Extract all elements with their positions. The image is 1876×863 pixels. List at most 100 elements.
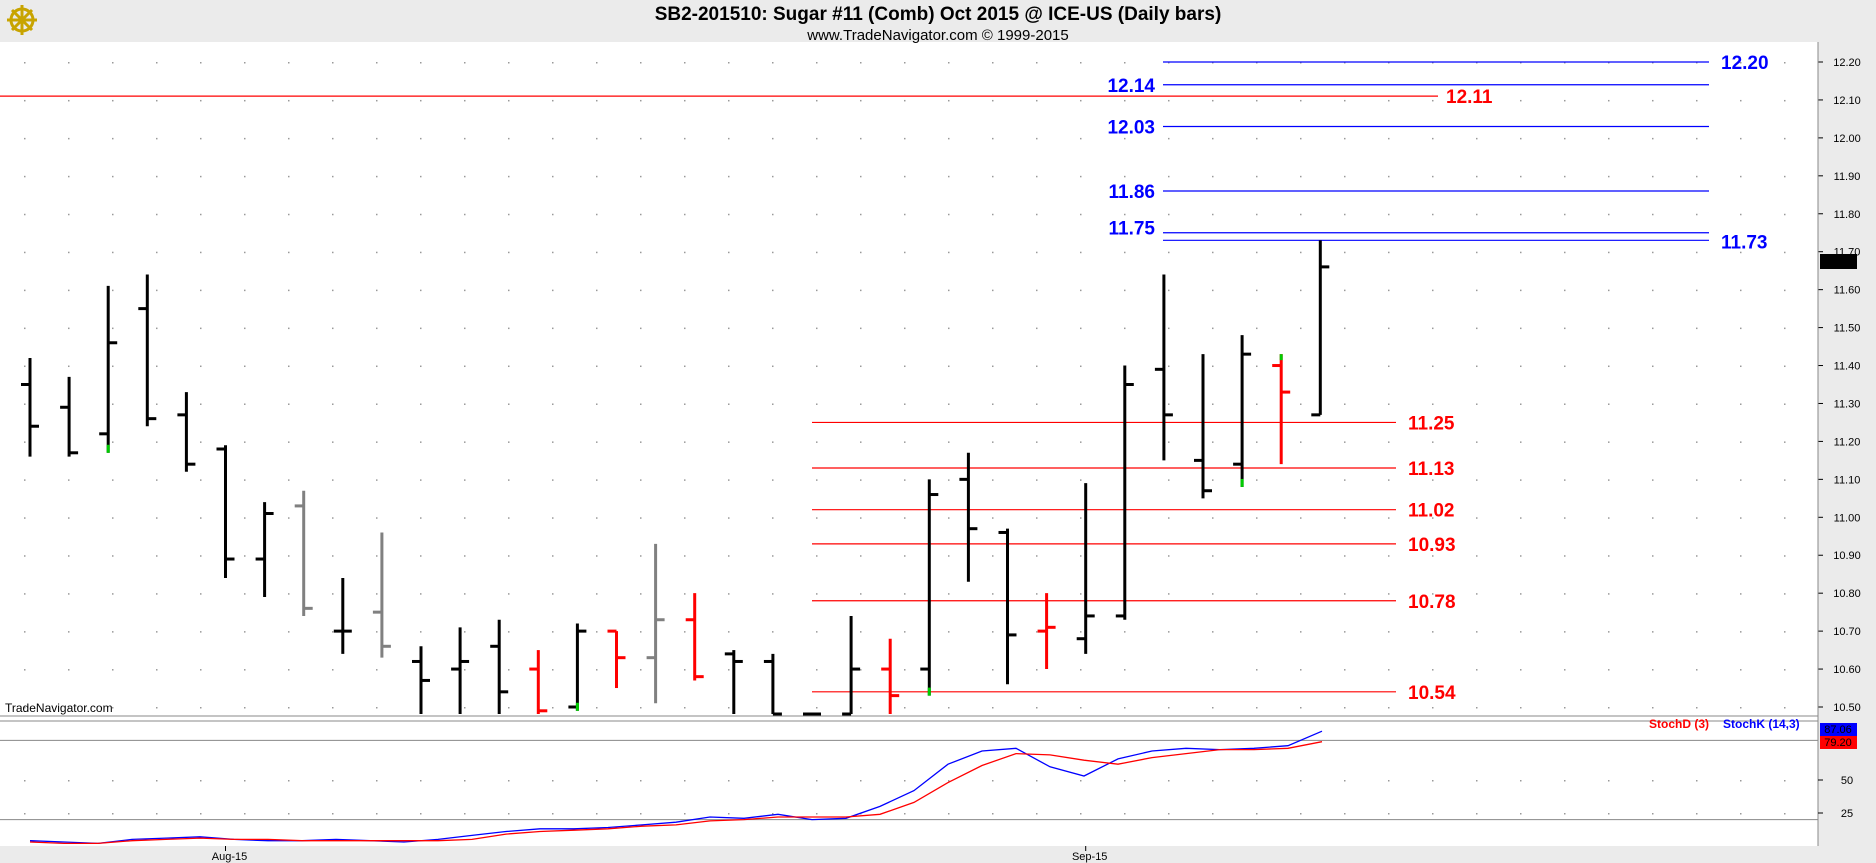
grid-dot [332,137,334,140]
grid-dot [1696,593,1698,595]
grid-dot [156,289,158,292]
grid-dot [1432,289,1434,292]
grid-dot [816,327,818,330]
ohlc-bar [646,543,665,704]
grid-dot [1168,813,1170,815]
grid-dot [24,707,26,709]
grid-dot [288,175,290,178]
grid-dot [1256,213,1258,216]
grid-dot [1564,251,1566,254]
grid-dot [552,593,554,595]
grid-dot [596,441,598,443]
grid-dot [1432,813,1434,815]
grid-dot [1608,99,1610,102]
grid-dot [1608,289,1610,292]
grid-dot [1256,813,1258,815]
grid-dot [156,631,158,633]
grid-dot [1388,707,1390,709]
grid-dot [420,251,422,254]
grid-dot [244,62,246,64]
grid-dot [332,403,334,405]
grid-dot [1256,669,1258,671]
grid-dot [1520,289,1522,292]
grid-dot [640,62,642,64]
grid-dot [1564,441,1566,443]
grid-dot [1740,403,1742,405]
grid-dot [508,251,510,254]
grid-dot [860,441,862,443]
y-tick-label: 11.80 [1834,209,1861,221]
grid-dot [728,251,730,254]
grid-dot [772,517,774,519]
grid-dot [1784,213,1786,216]
grid-dot [596,780,598,782]
grid-dot [1388,479,1390,481]
grid-dot [200,707,202,709]
grid-dot [244,403,246,405]
grid-dot [1080,441,1082,443]
grid-dot [772,403,774,405]
grid-dot [24,780,26,782]
grid-dot [1520,137,1522,140]
grid-dot [1212,517,1214,519]
grid-dot [992,517,994,519]
grid-dot [68,99,70,102]
grid-dot [904,593,906,595]
grid-dot [1564,175,1566,178]
grid-dot [1784,327,1786,330]
grid-dot [1652,327,1654,330]
grid-dot [992,441,994,443]
grid-dot [772,99,774,102]
grid-dot [596,175,598,178]
grid-dot [288,213,290,216]
grid-dot [1696,137,1698,140]
grid-dot [464,99,466,102]
grid-dot [156,813,158,815]
grid-dot [376,631,378,633]
grid-dot [112,479,114,481]
grid-dot [904,555,906,557]
grid-dot [464,780,466,782]
grid-dot [1520,403,1522,405]
stochastic-lines [29,730,1323,845]
ohlc-bar [881,638,900,714]
grid-dot [1564,213,1566,216]
grid-dot [728,175,730,178]
grid-dot [200,99,202,102]
grid-dot [552,555,554,557]
grid-dot [728,403,730,405]
grid-dot [288,137,290,140]
grid-dot [640,137,642,140]
grid-dot [376,365,378,368]
grid-dot [860,479,862,481]
grid-dot [68,289,70,292]
grid-dot [1432,327,1434,330]
grid-dot [1520,780,1522,782]
ohlc-bar [1154,274,1173,461]
grid-dot [24,403,26,405]
ohlc-bar [1115,365,1134,620]
grid-dot [420,593,422,595]
grid-dot [288,555,290,557]
stoch-d-badge: 79.20 [1820,736,1857,749]
grid-dot [948,441,950,443]
grid-dot [1168,403,1170,405]
grid-dot [948,289,950,292]
grid-dot [244,175,246,178]
grid-dot [640,669,642,671]
grid-dot [1344,62,1346,64]
grid-dot [860,631,862,633]
grid-dot [1476,441,1478,443]
grid-dot [1300,813,1302,815]
grid-dot [1476,213,1478,216]
grid-dot [24,631,26,633]
y-tick-label: 11.20 [1834,436,1861,448]
grid-dot [288,441,290,443]
grid-dot [684,327,686,330]
grid-dot [1344,403,1346,405]
grid-dot [948,365,950,368]
grid-dot [1740,813,1742,815]
grid-dot [1300,555,1302,557]
grid-dot [1168,137,1170,140]
grid-dot [948,593,950,595]
